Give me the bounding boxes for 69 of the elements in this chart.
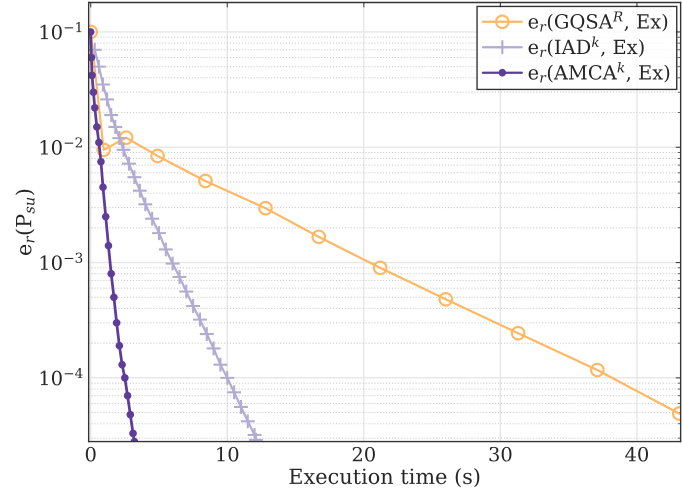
x-tick-label: 20	[352, 446, 375, 462]
legend-label: e$_{r}$(GQSA$^{R}$, Ex)	[528, 11, 668, 32]
x-axis-title: Execution time (s)	[289, 468, 480, 488]
point	[104, 242, 112, 250]
y-tick-label: 10$^{−3}$	[40, 252, 82, 270]
point	[226, 384, 242, 400]
point	[99, 91, 116, 108]
point	[88, 54, 96, 62]
point	[192, 312, 208, 328]
point	[206, 340, 222, 356]
y-tick-label: 10$^{−4}$	[40, 368, 83, 386]
x-tick-label: 40	[625, 446, 648, 462]
point	[258, 200, 273, 216]
point	[129, 430, 137, 438]
point	[115, 142, 132, 158]
y-tick-label: 10$^{−2}$	[40, 137, 82, 155]
point	[438, 292, 454, 307]
point	[118, 360, 126, 369]
point	[240, 413, 256, 430]
point	[185, 298, 202, 314]
point	[95, 76, 111, 92]
legend-label: e$_{r}$(AMCA$^{k}$, Ex)	[528, 62, 670, 82]
point	[212, 356, 228, 373]
point	[171, 268, 188, 285]
point	[97, 158, 105, 166]
point	[246, 426, 263, 442]
point	[99, 183, 107, 192]
point	[178, 284, 194, 300]
point	[96, 142, 111, 158]
point	[102, 212, 110, 220]
point	[219, 370, 236, 386]
point	[126, 410, 134, 418]
point	[107, 270, 116, 278]
point	[116, 342, 124, 350]
point	[93, 123, 101, 131]
point	[120, 156, 137, 172]
point	[590, 362, 605, 378]
point	[137, 196, 154, 212]
legend-label: e$_{r}$(IAD$^{k}$, Ex)	[528, 36, 644, 57]
point	[111, 130, 128, 146]
point	[126, 169, 142, 186]
x-tick-label: 30	[489, 446, 512, 462]
point	[311, 230, 326, 244]
point	[118, 130, 134, 145]
point	[372, 260, 388, 276]
y-tick-label: 10$^{−1}$	[40, 22, 82, 40]
point	[164, 256, 181, 272]
point	[103, 107, 120, 124]
point	[107, 118, 124, 135]
point	[88, 72, 96, 80]
point	[198, 174, 213, 188]
point	[510, 326, 526, 340]
point	[124, 392, 132, 400]
point	[112, 319, 120, 327]
point	[144, 210, 160, 227]
point	[90, 88, 98, 96]
point	[95, 138, 103, 146]
point	[150, 148, 165, 164]
point	[232, 398, 249, 415]
y-axis-title: e$_{r}$(P$_{su}$)	[15, 190, 35, 255]
point	[110, 293, 118, 302]
point	[151, 225, 167, 242]
point	[121, 374, 129, 382]
point	[132, 182, 148, 199]
point	[158, 241, 174, 258]
x-tick-label: 0	[86, 446, 96, 462]
x-tick-label: 10	[217, 446, 238, 462]
point	[198, 326, 215, 342]
point	[90, 104, 99, 112]
